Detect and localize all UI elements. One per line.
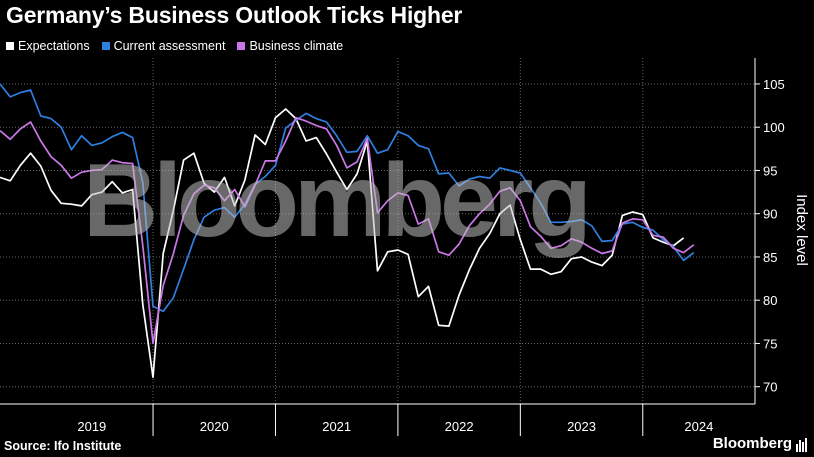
x-tick-label: 2020 <box>200 419 229 434</box>
legend-item-business-climate: Business climate <box>237 39 343 53</box>
legend-swatch-current-assessment <box>101 42 110 50</box>
x-tick-label: 2023 <box>567 419 596 434</box>
y-tick-label: 105 <box>763 77 785 92</box>
x-tick-label: 2019 <box>77 419 106 434</box>
y-tick-label: 80 <box>763 293 777 308</box>
y-tick-label: 100 <box>763 120 785 135</box>
y-tick-label: 70 <box>763 380 777 395</box>
y-tick-label: 90 <box>763 207 777 222</box>
series-line-current-assessment <box>0 83 695 313</box>
y-tick-label: 75 <box>763 336 777 351</box>
legend-item-expectations: Expectations <box>6 39 90 53</box>
series-line-expectations <box>0 108 685 379</box>
chart-title: Germany’s Business Outlook Ticks Higher <box>6 2 463 28</box>
x-tick-label: 2024 <box>684 419 713 434</box>
legend-label-business-climate: Business climate <box>249 39 344 53</box>
legend-swatch-business-climate <box>237 42 246 50</box>
y-tick-label: 95 <box>763 163 777 178</box>
bloomberg-terminal-icon <box>796 438 807 452</box>
legend-swatch-expectations <box>6 42 14 50</box>
series-line-business-climate <box>0 116 695 345</box>
legend: Expectations Current assessment Business… <box>6 39 343 53</box>
axes: 70 75 80 85 90 95 100 105 2019 2020 2021 2022 2023 20… <box>0 58 810 436</box>
y-axis-label: Index level <box>793 194 810 266</box>
series-lines <box>0 83 695 379</box>
legend-label-current-assessment: Current assessment <box>113 39 226 53</box>
source-note: Source: Ifo Institute <box>4 439 122 453</box>
legend-label-expectations: Expectations <box>18 39 90 53</box>
gridlines <box>0 58 755 404</box>
y-tick-label: 85 <box>763 250 777 265</box>
bloomberg-watermark: Bloomberg <box>83 143 592 259</box>
x-tick-label: 2022 <box>445 419 474 434</box>
bloomberg-logo: Bloomberg <box>712 435 792 452</box>
legend-item-current-assessment: Current assessment <box>101 39 226 53</box>
x-tick-label: 2021 <box>322 419 351 434</box>
